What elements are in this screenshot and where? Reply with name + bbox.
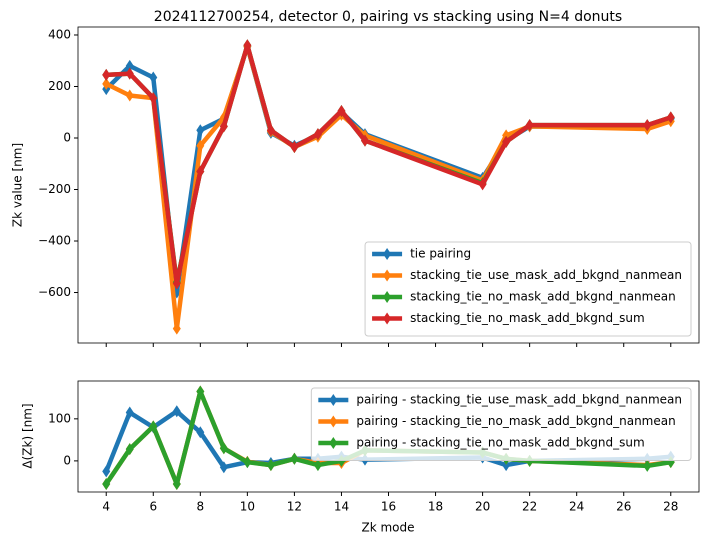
legend-label: pairing - stacking_tie_no_mask_add_bkgnd…: [356, 414, 675, 428]
marker: [102, 68, 111, 81]
y-tick-label: 200: [48, 79, 71, 93]
y-tick-label: 100: [48, 411, 71, 425]
marker: [149, 420, 158, 433]
marker: [666, 111, 675, 124]
x-axis-label: Zk mode: [361, 521, 414, 535]
marker: [149, 71, 158, 84]
y-axis-label: Δ(Zk) [nm]: [21, 403, 35, 468]
legend-box: [364, 241, 692, 337]
y-tick-label: −400: [38, 234, 71, 248]
x-tick-label: 6: [149, 500, 157, 514]
x-tick-label: 18: [428, 500, 443, 514]
y-tick-label: 0: [63, 130, 71, 144]
marker: [219, 120, 228, 133]
marker: [172, 322, 181, 335]
marker: [337, 104, 346, 117]
marker: [219, 442, 228, 455]
marker: [243, 39, 252, 52]
marker: [219, 461, 228, 474]
marker: [196, 165, 205, 178]
legend-marker: [383, 291, 392, 303]
x-tick-label: 20: [475, 500, 490, 514]
marker: [125, 406, 134, 419]
marker: [172, 277, 181, 290]
legend: tie pairing stacking_tie_use_mask_add_bkg…: [364, 241, 692, 337]
x-tick-label: 28: [663, 500, 678, 514]
marker: [525, 119, 534, 132]
legend-label: pairing - stacking_tie_no_mask_add_bkgnd…: [356, 436, 644, 450]
x-tick-label: 16: [381, 500, 396, 514]
legend-label: tie pairing: [410, 247, 471, 261]
marker: [196, 139, 205, 152]
axes-frame: [77, 380, 700, 493]
marker: [125, 59, 134, 72]
marker: [502, 459, 511, 472]
legend-label: stacking_tie_no_mask_add_bkgnd_sum: [410, 311, 645, 325]
legend-marker: [329, 394, 338, 406]
y-tick-label: 0: [63, 453, 71, 467]
chart-title: 2024112700254, detector 0, pairing vs st…: [154, 9, 622, 25]
marker: [266, 459, 275, 472]
marker: [196, 426, 205, 439]
marker: [290, 141, 299, 154]
marker: [172, 478, 181, 491]
legend-marker: [329, 437, 338, 449]
x-tick-label: 8: [196, 500, 204, 514]
marker: [643, 119, 652, 132]
legend-label: stacking_tie_use_mask_add_bkgnd_nanmean: [410, 268, 682, 282]
marker: [102, 478, 111, 491]
x-tick-label: 4: [102, 500, 110, 514]
axes-frame: [77, 26, 700, 344]
y-tick-label: −600: [38, 285, 71, 299]
marker: [149, 92, 158, 105]
marker: [502, 135, 511, 148]
legend-marker: [329, 415, 338, 428]
marker: [102, 77, 111, 90]
x-tick-label: 24: [569, 500, 584, 514]
marker: [125, 443, 134, 456]
marker: [196, 385, 205, 398]
marker: [125, 89, 134, 102]
x-tick-label: 22: [522, 500, 537, 514]
marker: [313, 459, 322, 472]
legend-box: [310, 387, 692, 461]
x-tick-label: 10: [240, 500, 255, 514]
legend-marker: [383, 248, 392, 260]
marker: [478, 178, 487, 191]
legend-marker: [383, 312, 392, 325]
marker: [172, 405, 181, 418]
legend-label: stacking_tie_no_mask_add_bkgnd_nanmean: [410, 290, 676, 304]
marker: [102, 465, 111, 478]
x-tick-label: 14: [334, 500, 349, 514]
marker: [196, 124, 205, 137]
marker: [243, 456, 252, 469]
x-tick-label: 26: [616, 500, 631, 514]
marker: [290, 452, 299, 465]
marker: [125, 67, 134, 80]
y-tick-label: −200: [38, 182, 71, 196]
y-tick-label: 400: [48, 27, 71, 41]
marker: [313, 128, 322, 141]
marker: [360, 134, 369, 147]
marker: [643, 459, 652, 472]
legend-label: pairing - stacking_tie_use_mask_add_bkgn…: [356, 393, 682, 407]
x-tick-label: 12: [287, 500, 302, 514]
marker: [266, 124, 275, 137]
y-axis-label: Zk value [nm]: [11, 143, 25, 227]
legend-marker: [383, 269, 392, 282]
legend: pairing - stacking_tie_use_mask_add_bkgn…: [310, 387, 692, 461]
